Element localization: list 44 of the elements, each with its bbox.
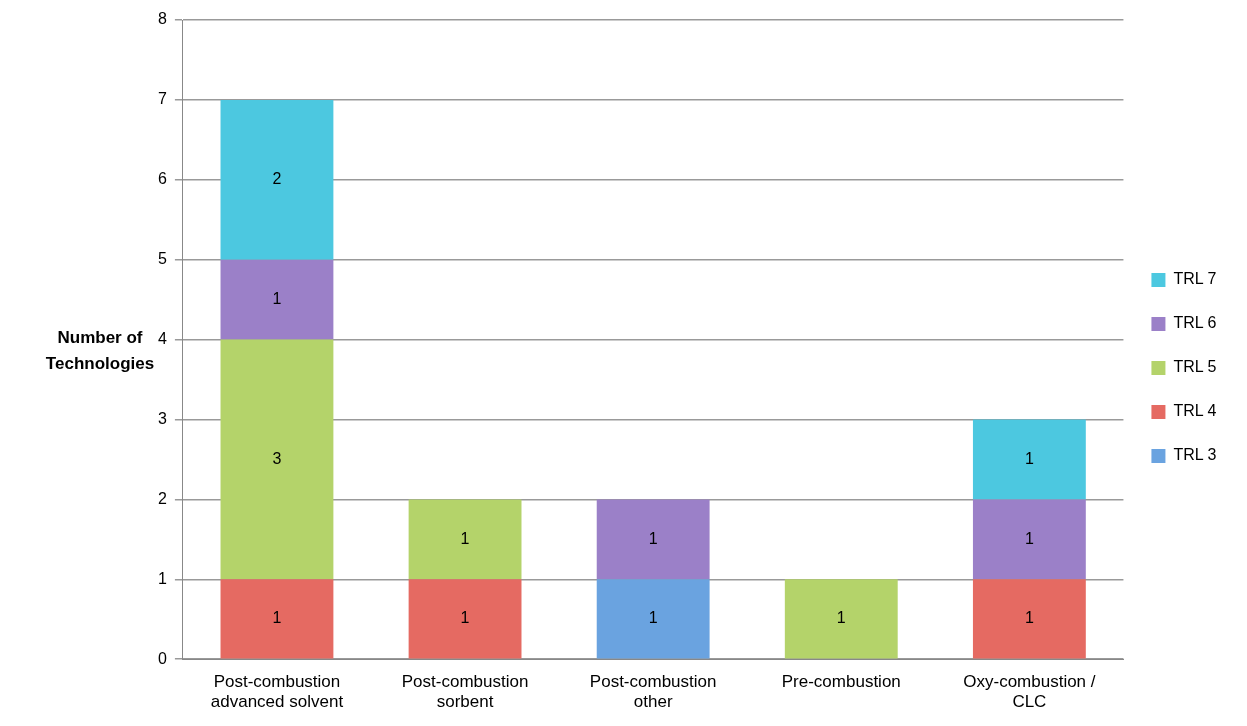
x-tick-label: Oxy-combustion / CLC: [963, 672, 1096, 712]
data-label: 1: [1024, 529, 1034, 547]
data-label: 1: [1024, 449, 1034, 467]
data-label: 1: [272, 609, 282, 627]
y-tick-label: 4: [157, 330, 167, 348]
bar: [220, 99, 334, 260]
data-label: 1: [460, 529, 470, 547]
legend-label: TRL 4: [1173, 402, 1217, 420]
legend-label: TRL 7: [1173, 270, 1217, 288]
bar: [408, 499, 522, 580]
bar: [596, 499, 710, 580]
data-label: 1: [648, 529, 658, 547]
y-tick-label: 8: [157, 10, 167, 28]
x-tick-label: Post-combustion other: [589, 672, 717, 712]
legend-label: TRL 5: [1173, 358, 1217, 376]
bar: [972, 579, 1086, 659]
data-label: 1: [1024, 609, 1034, 627]
data-label: 2: [272, 170, 282, 188]
data-label: 1: [836, 609, 846, 627]
bar: [220, 579, 334, 659]
data-label: 1: [272, 290, 282, 308]
bar: [220, 259, 334, 340]
bar: [596, 579, 710, 659]
y-tick-label: 1: [157, 569, 167, 587]
x-tick-label: Post-combustion sorbent: [401, 672, 529, 712]
bar: [408, 579, 522, 659]
x-tick-label: Pre-combustion: [781, 672, 901, 692]
bar: [972, 499, 1086, 580]
y-tick-label: 0: [157, 649, 167, 667]
bar: [220, 339, 334, 580]
y-tick-label: 7: [157, 90, 167, 108]
data-label: 1: [460, 609, 470, 627]
data-label: 3: [272, 449, 282, 467]
legend-label: TRL 3: [1173, 446, 1217, 464]
y-tick-label: 6: [157, 170, 167, 188]
y-tick-label: 5: [157, 250, 167, 268]
y-axis-title: Number of Technologies: [45, 328, 155, 373]
data-label: 1: [648, 609, 658, 627]
bar: [784, 579, 898, 659]
bar: [972, 419, 1086, 500]
y-tick-label: 3: [157, 409, 167, 427]
y-tick-label: 2: [157, 489, 167, 507]
legend-label: TRL 6: [1173, 314, 1217, 332]
x-tick-label: Post-combustion advanced solvent: [210, 672, 344, 712]
